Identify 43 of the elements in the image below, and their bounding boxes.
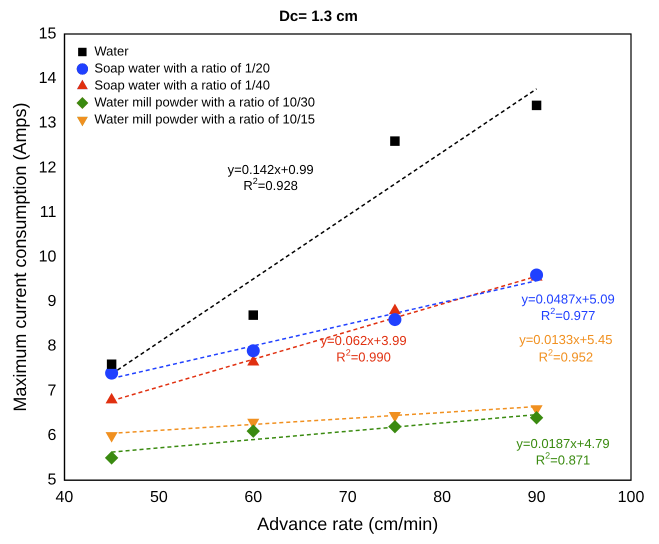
x-tick-label: 90 — [528, 489, 546, 506]
point — [248, 310, 258, 320]
point — [388, 313, 402, 326]
x-tick-label: 40 — [56, 489, 74, 506]
x-axis-title: Advance rate (cm/min) — [257, 514, 438, 534]
point — [105, 451, 118, 464]
point — [388, 420, 402, 434]
y-tick-label: 10 — [38, 248, 56, 266]
x-tick-label: 60 — [244, 489, 262, 506]
point — [106, 359, 116, 369]
y-tick-label: 5 — [47, 472, 56, 489]
x-tick-label: 70 — [338, 489, 357, 506]
x-tick-label: 80 — [433, 489, 452, 506]
annotation: y=0.062x+3.99 — [320, 333, 407, 348]
annotation: y=0.0487x+5.09 — [521, 292, 615, 307]
y-axis-title: Maximum current consumption (Amps) — [10, 102, 30, 412]
chart-title: Dc= 1.3 cm — [279, 8, 358, 26]
legend-label: Water mill powder with a ratio of 10/30 — [94, 94, 316, 110]
annotation: y=0.0187x+4.79 — [516, 436, 610, 452]
legend-label: Soap water with a ratio of 1/40 — [94, 78, 270, 93]
y-tick-label: 8 — [47, 338, 56, 355]
y-tick-label: 9 — [47, 293, 56, 310]
y-tick-label: 6 — [47, 426, 56, 444]
y-tick-label: 15 — [38, 25, 56, 42]
y-tick-label: 14 — [38, 70, 56, 88]
annotation: y=0.142x+0.99 — [228, 162, 314, 178]
y-tick-label: 7 — [47, 382, 56, 400]
annotation: y=0.0133x+5.45 — [519, 332, 612, 348]
legend-label: Water — [94, 44, 130, 59]
point — [246, 424, 260, 438]
y-tick-label: 13 — [38, 114, 56, 132]
legend-label: Soap water with a ratio of 1/20 — [94, 60, 270, 76]
point — [530, 411, 544, 424]
x-tick-label: 50 — [150, 489, 168, 506]
point — [390, 136, 400, 146]
y-tick-label: 11 — [40, 204, 56, 221]
point — [532, 100, 542, 110]
point — [389, 412, 401, 422]
point — [106, 432, 118, 442]
x-tick-label: 100 — [618, 489, 644, 506]
point — [246, 344, 260, 358]
y-tick-label: 12 — [38, 159, 56, 176]
legend-label: Water mill powder with a ratio of 10/15 — [94, 112, 316, 127]
